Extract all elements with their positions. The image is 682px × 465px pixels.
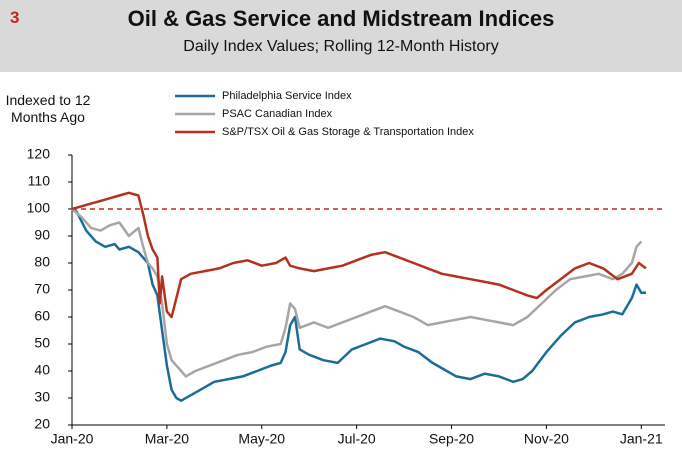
y-tick-label: 60	[34, 308, 50, 324]
x-tick-label: Jan-21	[620, 431, 663, 447]
y-tick-label: 120	[27, 146, 51, 162]
x-tick-label: Sep-20	[429, 431, 474, 447]
y-tick-label: 80	[34, 254, 50, 270]
y-tick-label: 90	[34, 227, 50, 243]
x-tick-label: Nov-20	[524, 431, 569, 447]
series-line	[71, 191, 647, 319]
chart-subtitle: Daily Index Values; Rolling 12-Month His…	[183, 38, 499, 55]
legend-label: Philadelphia Service Index	[222, 90, 352, 102]
y-tick-label: 30	[34, 389, 50, 405]
y-tick-label: 100	[27, 200, 51, 216]
legend-label: S&P/TSX Oil & Gas Storage & Transportati…	[222, 126, 474, 138]
x-tick-label: Jan-20	[51, 431, 94, 447]
legend-label: PSAC Canadian Index	[222, 108, 333, 120]
series-line	[71, 208, 643, 378]
x-tick-label: Jul-20	[338, 431, 376, 447]
slide-number: 3	[10, 8, 20, 27]
x-tick-label: May-20	[238, 431, 285, 447]
y-axis-label: Indexed to 12 Months Ago	[5, 92, 91, 125]
x-tick-label: Mar-20	[145, 431, 190, 447]
y-tick-label: 20	[34, 416, 50, 432]
series-line	[71, 207, 646, 402]
y-tick-label: 70	[34, 281, 50, 297]
header: 3 Oil & Gas Service and Midstream Indice…	[0, 0, 682, 72]
y-tick-label: 110	[28, 173, 51, 189]
chart-title: Oil & Gas Service and Midstream Indices	[127, 6, 555, 31]
y-tick-label: 50	[34, 335, 50, 351]
y-tick-label: 40	[34, 362, 50, 378]
